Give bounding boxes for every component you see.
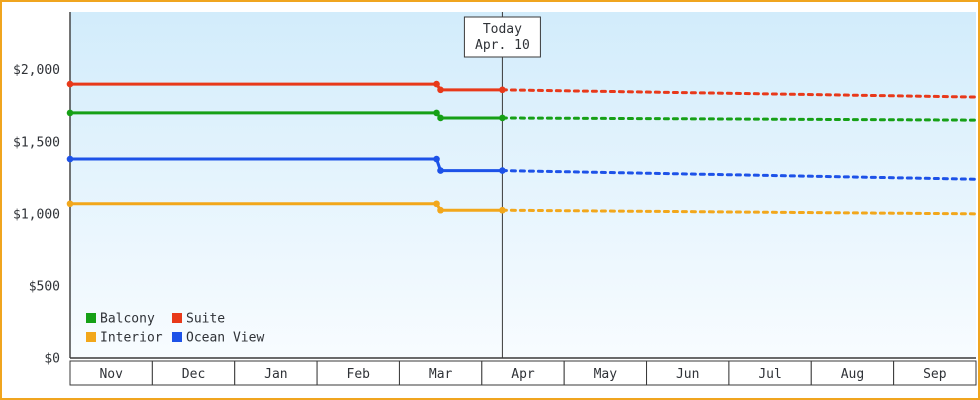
month-cell-feb [316,360,400,386]
month-cell-jan [234,360,318,386]
series-history-line-ocean-view [70,157,503,173]
y-tick-label: $2,000 [13,63,60,78]
month-cell-sep [893,360,977,386]
month-label-apr: Apr [511,367,535,382]
month-label-nov: Nov [99,367,123,382]
month-cell-jul [728,360,812,386]
series-marker-balcony [437,114,444,122]
month-cell-aug [810,360,895,386]
legend-swatch-suite [172,313,182,323]
series-marker-ocean-view [433,155,440,163]
month-label-dec: Dec [182,367,205,382]
series-marker-ocean-view [437,167,444,174]
today-label-box [463,16,541,58]
series-marker-suite [66,80,74,88]
series-forecast-line-interior [500,208,978,216]
month-cell-mar [398,360,483,386]
y-tick-label: $0 [44,352,60,367]
series-forecast-line-ocean-view [500,169,978,181]
month-cell-nov [69,360,153,386]
series-marker-suite [499,86,506,94]
month-cell-jun [646,360,730,386]
legend-swatch-ocean-view [172,332,182,342]
series-history-line-suite [70,82,503,92]
series-marker-suite [437,86,444,94]
month-label-aug: Aug [841,367,864,382]
month-label-mar: Mar [429,367,453,382]
series-marker-interior [499,206,506,214]
today-label-line1: Today [483,22,522,37]
legend-label-ocean-view: Ocean View [186,331,264,346]
legend-swatch-balcony [86,313,96,323]
series-marker-balcony [433,109,440,117]
legend-label-interior: Interior [100,331,163,346]
month-label-sep: Sep [923,367,947,382]
month-label-jul: Jul [758,367,781,382]
series-marker-ocean-view [499,167,506,174]
today-label-line2: Apr. 10 [475,38,530,53]
month-label-feb: Feb [347,367,371,382]
y-tick-label: $500 [29,279,60,294]
series-marker-interior [66,200,74,208]
series-history-line-interior [70,202,503,212]
plot-area [70,12,976,358]
series-forecast-line-balcony [500,116,978,122]
series-forecast-line-suite [500,88,978,99]
y-tick-label: $1,000 [13,207,60,222]
month-cell-dec [151,360,236,386]
series-marker-interior [433,200,440,208]
series-marker-balcony [499,114,506,122]
legend-label-suite: Suite [186,312,225,327]
series-marker-suite [433,80,440,88]
month-label-jan: Jan [264,367,287,382]
month-label-may: May [594,367,618,382]
legend-label-balcony: Balcony [100,312,155,327]
series-marker-interior [437,206,444,214]
month-cell-apr [481,360,565,386]
series-marker-balcony [66,109,74,117]
month-label-jun: Jun [676,367,699,382]
series-marker-ocean-view [66,155,74,163]
y-tick-label: $1,500 [13,135,60,150]
legend-swatch-interior [86,332,96,342]
